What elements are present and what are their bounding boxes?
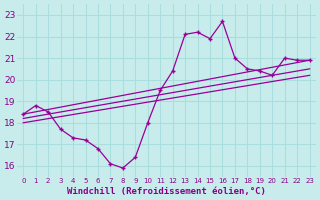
X-axis label: Windchill (Refroidissement éolien,°C): Windchill (Refroidissement éolien,°C) bbox=[67, 187, 266, 196]
